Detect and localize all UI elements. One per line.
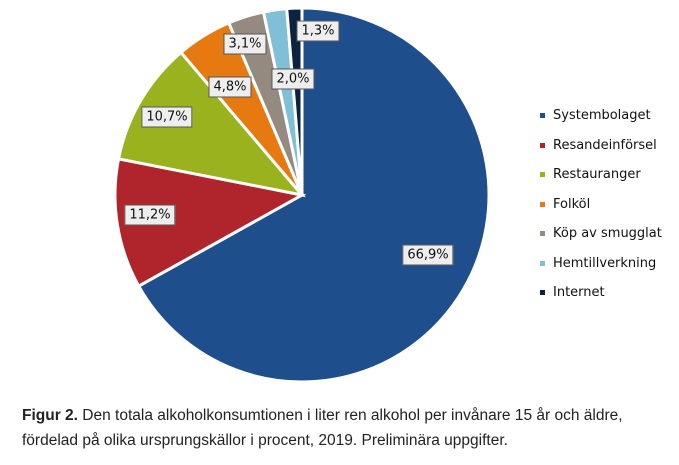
legend-label: Internet (553, 285, 605, 301)
legend-label: Hemtillverkning (553, 255, 657, 271)
legend-item: Folköl (540, 190, 662, 220)
legend-item: Internet (540, 278, 662, 308)
data-label: 10,7% (141, 106, 193, 128)
legend-item: Köp av smugglat (540, 219, 662, 249)
pie-chart (113, 6, 491, 384)
pie-slice-resandeinf-rsel (113, 157, 307, 289)
data-label: 1,3% (296, 20, 340, 42)
caption-text: Den totala alkoholkonsumtionen i liter r… (22, 407, 623, 449)
pie-slice-systembolaget (136, 6, 491, 384)
legend-label: Restauranger (553, 167, 641, 183)
caption-label: Figur 2. (22, 407, 78, 424)
data-label: 11,2% (124, 204, 176, 226)
legend-item: Systembolaget (540, 101, 662, 131)
pie-slice-restauranger (116, 50, 306, 198)
legend-item: Restauranger (540, 160, 662, 190)
legend-swatch (540, 113, 545, 119)
legend-label: Systembolaget (553, 108, 651, 124)
legend-item: Hemtillverkning (540, 249, 662, 279)
legend-label: Köp av smugglat (553, 226, 662, 242)
legend-swatch (540, 290, 545, 296)
legend-swatch (540, 201, 545, 207)
legend-item: Resandeinförsel (540, 131, 662, 161)
legend-label: Resandeinförsel (553, 137, 657, 153)
legend-swatch (540, 172, 545, 178)
legend-swatch (540, 142, 545, 148)
data-label: 66,9% (402, 244, 454, 266)
data-label: 2,0% (271, 68, 315, 90)
legend-swatch (540, 231, 545, 237)
data-label: 3,1% (223, 33, 267, 55)
figure-caption: Figur 2. Den totala alkoholkonsumtionen … (22, 403, 679, 453)
data-label: 4,8% (208, 76, 252, 98)
legend: Systembolaget Resandeinförsel Restauranger… (540, 101, 662, 308)
pie-slice-internet (285, 6, 304, 196)
legend-swatch (540, 260, 545, 266)
legend-label: Folköl (553, 196, 591, 212)
